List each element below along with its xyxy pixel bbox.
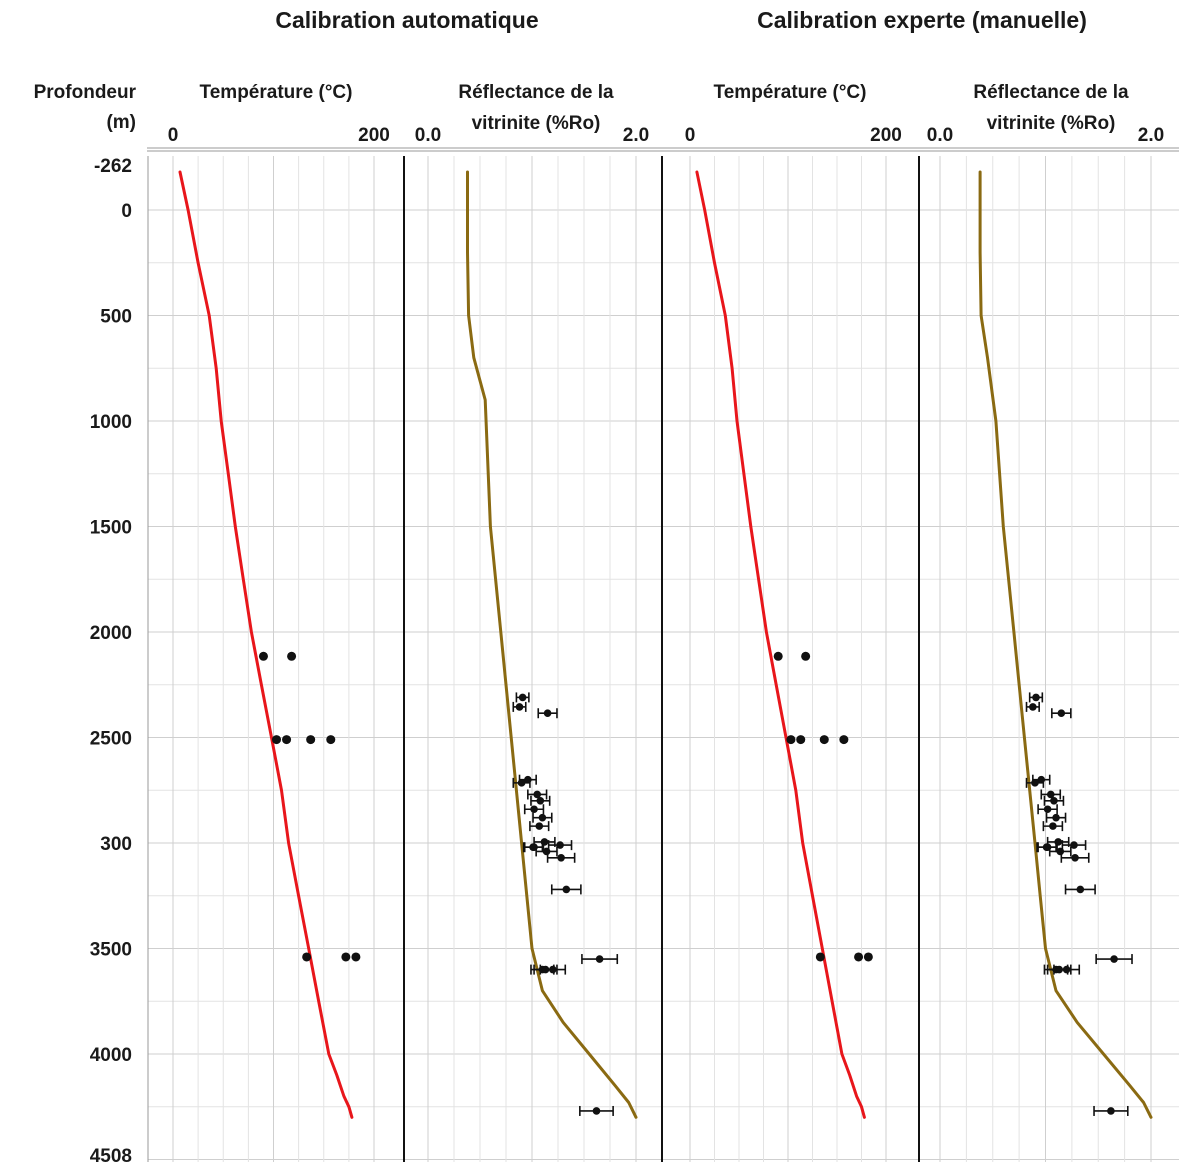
depth-tick-labels: -262 0 500 1000 1500 2000 2500 300 3500 4000 4508 <box>90 156 132 1162</box>
ro-measurement-point <box>1107 1107 1115 1115</box>
ro-header-title-expert: Réflectance de la <box>973 82 1129 103</box>
depth-tick-label: 2000 <box>90 623 132 644</box>
ro-measurement-point <box>549 965 557 974</box>
temperature-measurement-point <box>819 735 829 745</box>
temp-tick-max-expert: 200 <box>870 125 902 146</box>
ro-measurement-point <box>557 853 565 862</box>
depth-tick-label: 2500 <box>90 729 132 750</box>
title-expert: Calibration experte (manuelle) <box>757 7 1087 33</box>
temperature-measurement-point <box>839 735 849 745</box>
ro-header-title-auto: Réflectance de la <box>458 82 614 103</box>
ro-measurement-point <box>533 790 541 799</box>
ro-tick-max-expert: 2.0 <box>1138 125 1164 146</box>
temperature-measurement-point <box>863 952 873 962</box>
ro-measurement-point <box>518 693 527 702</box>
ro-measurement-point <box>530 805 538 814</box>
depth-tick-label: 4000 <box>90 1045 132 1066</box>
depth-axis-label: Profondeur <box>34 82 137 103</box>
temperature-measurement-point <box>258 651 268 661</box>
ro-measurement-point <box>538 813 547 822</box>
temperature-measurement-point <box>854 952 864 962</box>
ro-measurement-point <box>535 822 544 830</box>
temp-header-title-expert: Température (°C) <box>714 82 867 103</box>
ro-measurement-point <box>1052 813 1060 822</box>
ro-measurement-point <box>556 841 564 849</box>
ro-measurement-point <box>1049 822 1057 830</box>
temperature-measurement-point <box>773 651 783 661</box>
ro-measurement-point <box>1057 709 1066 718</box>
depth-tick-label: 500 <box>100 307 132 328</box>
ro-measurement-point <box>1031 779 1039 787</box>
temp-tick-min-expert: 0 <box>685 125 696 146</box>
ro-measurement-point <box>592 1107 601 1115</box>
ro-measurement-point <box>515 703 524 711</box>
ro-measurement-point <box>1056 847 1065 856</box>
ro-measurement-point <box>1032 693 1040 702</box>
depth-axis-unit: (m) <box>106 112 136 133</box>
track-borders <box>147 156 920 1162</box>
temperature-measurement-point <box>351 952 361 962</box>
depth-tick-label: -262 <box>94 156 132 177</box>
grid-lines <box>148 156 1179 1162</box>
ro-measurement-point <box>542 847 551 856</box>
ro-measurement-point <box>562 885 571 894</box>
depth-tick-label: 3500 <box>90 940 132 961</box>
depth-tick-label: 0 <box>121 201 132 222</box>
ro-measurement-point <box>1062 965 1071 974</box>
temperature-measurement-point <box>282 735 292 745</box>
ro-tick-min-expert: 0.0 <box>927 125 953 146</box>
ro-measurement-point <box>1071 853 1079 862</box>
temperature-measurement-point <box>796 735 806 745</box>
title-automatic: Calibration automatique <box>275 7 538 33</box>
temperature-measurement-point <box>302 952 312 962</box>
ro-measurement-point <box>1070 841 1078 849</box>
temp-header-title-auto: Température (°C) <box>200 82 353 103</box>
temp-tick-min-auto: 0 <box>168 125 179 146</box>
depth-tick-label: 1000 <box>90 412 132 433</box>
temperature-curve <box>695 170 866 1119</box>
ro-measurement-point <box>1029 703 1037 711</box>
temp-tick-max-auto: 200 <box>358 125 390 146</box>
ro-measurement-point <box>536 797 545 805</box>
temperature-measurement-point <box>341 952 351 962</box>
temperature-curve <box>178 170 354 1119</box>
depth-tick-label: 1500 <box>90 518 132 539</box>
ro-measurement-point <box>543 709 552 718</box>
ro-measurement-point <box>1043 805 1052 814</box>
ro-header-subtitle-auto: vitrinite (%Ro) <box>472 113 601 134</box>
ro-measurement-point <box>1076 885 1085 894</box>
temperature-measurement-point <box>272 735 282 745</box>
temperature-measurement-point <box>801 651 811 661</box>
temperature-measurement-point <box>306 735 316 745</box>
temperature-measurement-point <box>786 735 796 745</box>
data-layer <box>178 170 1153 1119</box>
depth-tick-label: 4508 <box>90 1146 132 1162</box>
ro-header-subtitle-expert: vitrinite (%Ro) <box>987 113 1116 134</box>
temperature-measurement-point <box>326 735 336 745</box>
ro-measurement-point <box>1046 790 1055 799</box>
temperature-measurement-point <box>287 651 297 661</box>
ro-measurement-point <box>595 955 604 963</box>
ro-measurement-point <box>1110 955 1118 963</box>
ro-tick-max-auto: 2.0 <box>623 125 649 146</box>
ro-measurement-point <box>517 779 526 787</box>
depth-tick-label: 300 <box>100 834 132 855</box>
vitrinite-reflectance-curve <box>978 170 1153 1119</box>
temperature-measurement-point <box>815 952 825 962</box>
vitrinite-reflectance-curve <box>466 170 638 1119</box>
ro-measurement-point <box>1050 797 1058 805</box>
ro-tick-min-auto: 0.0 <box>415 125 441 146</box>
